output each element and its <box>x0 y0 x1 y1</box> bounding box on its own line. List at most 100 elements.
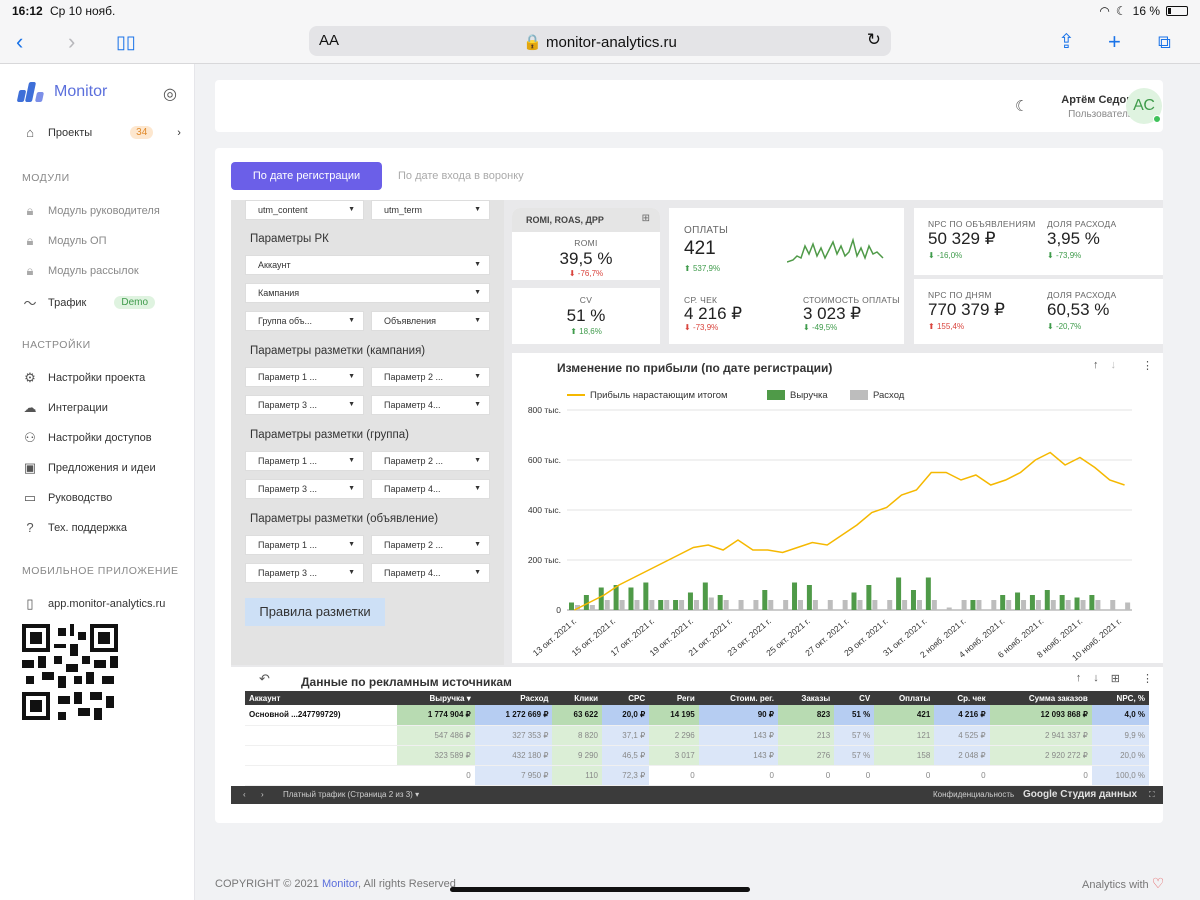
avatar[interactable]: АС <box>1126 88 1162 124</box>
sort-down-icon[interactable]: ↓ <box>1110 359 1117 371</box>
column-header[interactable]: Выручка ▾ <box>397 691 475 705</box>
campaign-param-4[interactable]: Параметр 4... ▼ <box>371 395 490 415</box>
table-row[interactable]: Основной ...247799729) 1 774 904 ₽1 272 6… <box>245 705 1149 726</box>
column-header[interactable]: Сумма заказов <box>989 691 1092 705</box>
logo[interactable]: Monitor <box>16 82 107 102</box>
sidebar-item-mailing-module[interactable]: 🔒︎ Модуль рассылок <box>22 263 139 279</box>
page-label[interactable]: Платный трафик (Страница 2 из 3) ▾ <box>283 790 420 799</box>
markup-rules-button[interactable]: Правила разметки <box>245 598 385 626</box>
filter-utm-term[interactable]: utm_term ▼ <box>371 200 490 220</box>
ad-param-1[interactable]: Параметр 1 ... ▼ <box>245 535 364 555</box>
fullscreen-icon[interactable]: ⛶ <box>1149 790 1155 799</box>
group-param-4[interactable]: Параметр 4... ▼ <box>371 479 490 499</box>
moon-icon[interactable]: ☾ <box>1015 98 1029 115</box>
more-icon[interactable]: ⋮ <box>1142 360 1153 372</box>
sidebar-item-integrations[interactable]: ☁ Интеграции <box>22 400 108 416</box>
share-icon[interactable]: ⇪ <box>1058 31 1075 53</box>
filter-value: Параметр 3 ... <box>258 484 318 494</box>
sidebar-item-ideas[interactable]: ▣ Предложения и идеи <box>22 460 156 476</box>
filter-utm-content[interactable]: utm_content ▼ <box>245 200 364 220</box>
column-header[interactable]: Реги <box>649 691 699 705</box>
campaign-param-2[interactable]: Параметр 2 ... ▼ <box>371 367 490 387</box>
cost-bar <box>619 600 625 610</box>
table-cell: 2 048 ₽ <box>934 745 990 766</box>
column-header[interactable]: Клики <box>552 691 603 705</box>
column-header[interactable]: Заказы <box>777 691 835 705</box>
sidebar-item-head-module[interactable]: 🔒︎ Модуль руководителя <box>22 203 160 219</box>
column-header[interactable]: Оплаты <box>874 691 935 705</box>
analytics-text: Analytics with <box>1082 879 1149 891</box>
export-icon[interactable]: ⊞ <box>1110 673 1120 685</box>
sidebar-item-support[interactable]: ? Тех. поддержка <box>22 520 127 535</box>
sort-up-icon[interactable]: ↑ <box>1075 672 1082 684</box>
target-icon[interactable]: ◎ <box>163 86 177 103</box>
tab-by-registration[interactable]: По дате регистрации <box>231 162 382 190</box>
dropdown-arrow-icon: ▼ <box>348 457 355 464</box>
column-header[interactable]: CV <box>834 691 875 705</box>
logo-icon <box>16 82 46 102</box>
cost-bar <box>634 600 640 610</box>
datastudio-brand[interactable]: Google Студия данных <box>1023 789 1138 800</box>
column-header[interactable]: Расход <box>474 691 553 705</box>
footer-brand-link[interactable]: Monitor <box>321 878 359 890</box>
next-page-icon[interactable]: › <box>261 790 264 799</box>
group-param-2[interactable]: Параметр 2 ... ▼ <box>371 451 490 471</box>
prev-page-icon[interactable]: ‹ <box>243 790 246 799</box>
address-bar[interactable]: AA 🔒 monitor-analytics.ru ↻ <box>309 26 891 56</box>
sidebar-item-label: Настройки проекта <box>48 372 146 384</box>
ad-param-4[interactable]: Параметр 4... ▼ <box>371 563 490 583</box>
table-cell: 51 % <box>834 705 875 726</box>
table-row[interactable]: 547 486 ₽327 353 ₽8 820 37,1 ₽2 296 143 ₽2… <box>245 725 1149 746</box>
ad-param-3[interactable]: Параметр 3 ... ▼ <box>245 563 364 583</box>
sidebar-item-project-settings[interactable]: ⚙ Настройки проекта <box>22 370 145 386</box>
sidebar-item-traffic[interactable]: 〜 Трафик Demo <box>22 293 156 312</box>
table-cell: 100,0 % <box>1091 765 1149 786</box>
column-header[interactable]: Стоим. рег. <box>698 691 778 705</box>
undo-icon[interactable]: ↶ <box>259 671 270 686</box>
column-header[interactable]: CPC <box>602 691 650 705</box>
revenue-bar <box>1029 595 1035 610</box>
filter-adgroup[interactable]: Группа объ... ▼ <box>245 311 364 331</box>
table-cell: 46,5 ₽ <box>602 745 650 766</box>
privacy-link[interactable]: Конфиденциальность <box>933 790 1015 799</box>
column-header[interactable]: Аккаунт <box>245 691 397 705</box>
filter-ads[interactable]: Объявления ▼ <box>371 311 490 331</box>
sort-up-icon[interactable]: ↑ <box>1093 359 1099 371</box>
reload-icon[interactable]: ↻ <box>866 30 881 49</box>
forward-icon[interactable]: › <box>68 29 76 54</box>
filter-account[interactable]: Аккаунт ▼ <box>245 255 490 275</box>
avg-check-delta: ⬇ -73,9% <box>684 323 719 332</box>
new-tab-icon[interactable]: + <box>1108 29 1121 54</box>
sidebar-item-guide[interactable]: ▭ Руководство <box>22 490 112 506</box>
sidebar-item-op-module[interactable]: 🔒︎ Модуль ОП <box>22 233 107 249</box>
table-cell: 323 589 ₽ <box>397 745 475 766</box>
tabs-icon[interactable]: ⧉ <box>1158 32 1171 52</box>
profit-chart: 800 тыс. 600 тыс. 400 тыс. 200 тыс. 0 Прибыль… <box>528 390 1132 663</box>
chart-title: Изменение по прибыли (по дате регистраци… <box>557 361 833 375</box>
column-header[interactable]: NPC, % <box>1091 691 1149 705</box>
y-tick-label: 0 <box>556 605 561 615</box>
export-icon[interactable]: ⊞ <box>641 213 650 224</box>
group-param-1[interactable]: Параметр 1 ... ▼ <box>245 451 364 471</box>
back-icon[interactable]: ‹ <box>16 29 24 54</box>
revenue-bar <box>717 595 723 610</box>
filter-campaign[interactable]: Кампания ▼ <box>245 283 490 303</box>
ad-param-2[interactable]: Параметр 2 ... ▼ <box>371 535 490 555</box>
sidebar-item-projects[interactable]: ⌂ Проекты 34 › <box>22 125 181 140</box>
tab-by-funnel-entry[interactable]: По дате входа в воронку <box>398 170 524 182</box>
reader-aa-button[interactable]: AA <box>319 32 340 49</box>
table-cell: 143 ₽ <box>698 725 778 746</box>
group-param-3[interactable]: Параметр 3 ... ▼ <box>245 479 364 499</box>
bookmarks-icon[interactable]: ▯▯ <box>116 32 136 52</box>
more-icon[interactable]: ⋮ <box>1142 673 1153 685</box>
table-row[interactable]: 323 589 ₽432 180 ₽9 290 46,5 ₽3 017 143 ₽2… <box>245 745 1149 766</box>
campaign-param-3[interactable]: Параметр 3 ... ▼ <box>245 395 364 415</box>
campaign-param-1[interactable]: Параметр 1 ... ▼ <box>245 367 364 387</box>
sort-down-icon[interactable]: ↓ <box>1093 672 1099 684</box>
mobile-app-link[interactable]: ▯ app.monitor-analytics.ru <box>22 596 165 612</box>
filter-value: Параметр 4... <box>384 568 441 578</box>
column-header[interactable]: Ср. чек <box>934 691 990 705</box>
home-indicator <box>450 887 750 892</box>
sidebar-item-access[interactable]: ⚇ Настройки доступов <box>22 430 151 446</box>
